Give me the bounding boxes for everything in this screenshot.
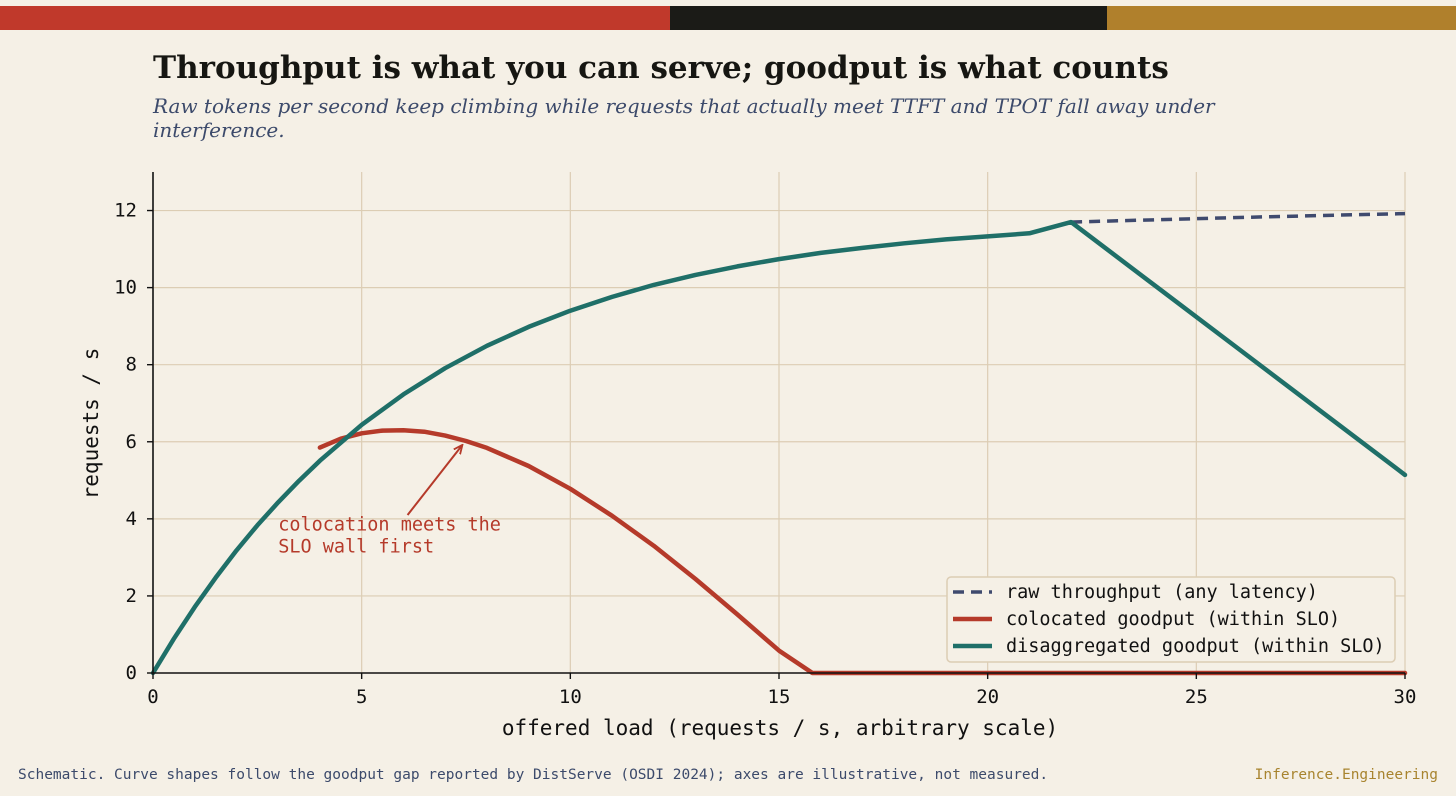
- series-line-0: [1071, 211, 1406, 224]
- chart-subtitle: Raw tokens per second keep climbing whil…: [153, 94, 1215, 142]
- series-line-2: [150, 219, 1408, 676]
- annotation-arrow: [406, 446, 462, 516]
- x-tick-label: 15: [768, 686, 791, 708]
- x-tick-label: 20: [976, 686, 999, 708]
- x-tick-label: 0: [147, 686, 158, 708]
- x-tick-label: 10: [559, 686, 582, 708]
- footer-note: Schematic. Curve shapes follow the goodp…: [18, 767, 1049, 783]
- top-bar-red-segment: [0, 6, 670, 30]
- x-tick-label: 5: [356, 686, 367, 708]
- x-tick-label: 30: [1394, 686, 1417, 708]
- top-bar-gold-segment: [1107, 6, 1456, 30]
- y-axis-label: requests / s: [79, 348, 103, 500]
- top-color-bar: [0, 6, 1456, 30]
- chart-title: Throughput is what you can serve; goodpu…: [153, 50, 1169, 86]
- y-tick-label: 12: [114, 200, 137, 222]
- legend-label-2: disaggregated goodput (within SLO): [1006, 636, 1385, 657]
- x-axis-label: offered load (requests / s, arbitrary sc…: [502, 716, 1058, 740]
- legend-label-0: raw throughput (any latency): [1006, 582, 1318, 603]
- y-tick-label: 6: [126, 431, 137, 453]
- y-tick-label: 8: [126, 354, 137, 376]
- y-tick-label: 4: [126, 508, 137, 530]
- annotation-line: SLO wall first: [278, 536, 434, 557]
- y-tick-label: 2: [126, 585, 137, 607]
- top-bar-black-segment: [670, 6, 1107, 30]
- annotation-text: colocation meets the SLO wall first: [278, 514, 501, 557]
- annotation-line: colocation meets the: [278, 514, 501, 535]
- y-tick-label: 10: [114, 277, 137, 299]
- brand-label: Inference.Engineering: [1254, 767, 1438, 783]
- y-tick-label: 0: [126, 662, 137, 684]
- x-tick-label: 25: [1185, 686, 1208, 708]
- legend: raw throughput (any latency) colocated go…: [946, 576, 1396, 663]
- legend-label-1: colocated goodput (within SLO): [1006, 609, 1340, 630]
- legend-box: [946, 576, 1396, 663]
